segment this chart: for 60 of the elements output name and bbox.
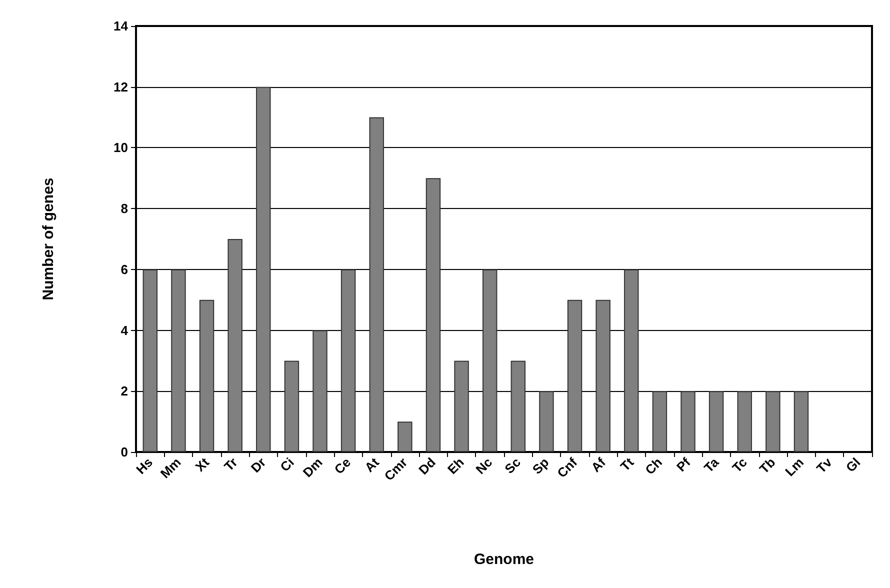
bar	[596, 300, 610, 452]
bar	[624, 269, 639, 452]
x-tick-label: Tb	[756, 454, 778, 477]
x-tick-label: Xt	[192, 454, 213, 474]
bar	[312, 330, 328, 452]
x-tick-label: Af	[588, 454, 609, 475]
x-tick-label: Tr	[221, 454, 240, 474]
bar	[794, 391, 809, 452]
x-tick-label: Nc	[472, 454, 496, 478]
x-tick-label: Gl	[842, 454, 864, 476]
x-tick-label: Ci	[277, 454, 297, 474]
x-tick-label: Lm	[782, 454, 807, 480]
bar	[340, 269, 356, 452]
bar	[369, 117, 384, 452]
bar	[737, 391, 752, 452]
x-tick-label: Cnf	[554, 454, 581, 481]
y-tick-label: 14	[114, 18, 129, 34]
y-tick-label: 0	[120, 444, 128, 460]
bar	[256, 86, 271, 452]
y-tick-label: 8	[120, 201, 128, 216]
bar	[398, 422, 412, 452]
x-tick-label: At	[362, 454, 382, 475]
x-tick-label: Tv	[814, 454, 836, 476]
y-tick-label: 12	[114, 79, 128, 94]
bar	[482, 269, 498, 452]
bar	[454, 360, 469, 452]
x-tick-label: Dm	[300, 454, 326, 480]
x-tick-label: Sp	[529, 454, 552, 478]
x-tick-label: Hs	[133, 454, 156, 478]
x-tick-label: Ch	[642, 454, 666, 478]
x-axis-title: Genome	[474, 551, 534, 568]
x-tick-label: Tc	[729, 454, 750, 476]
bar	[567, 300, 582, 452]
bar	[199, 300, 214, 452]
x-tick-label: Sc	[502, 454, 524, 477]
x-tick-label: Pf	[674, 454, 694, 474]
bar	[708, 391, 724, 452]
bar	[284, 360, 300, 452]
y-tick-label: 10	[114, 140, 128, 156]
x-tick-label: Cmr	[381, 454, 410, 484]
bar	[171, 269, 186, 452]
bar	[652, 391, 668, 452]
x-tick-label: Ta	[700, 454, 722, 476]
x-tick-label: Ce	[331, 454, 354, 478]
x-tick-label: Eh	[444, 454, 467, 478]
bar	[680, 391, 696, 452]
x-tick-label: Dr	[248, 454, 269, 476]
y-tick-label: 4	[120, 322, 129, 338]
y-tick-label: 2	[120, 384, 128, 399]
bar	[228, 239, 242, 452]
y-tick-label: 6	[120, 262, 128, 277]
bar	[142, 269, 158, 452]
bar	[510, 360, 526, 452]
bar	[766, 391, 780, 452]
x-tick-label: Mm	[157, 454, 184, 482]
x-tick-label: Tt	[617, 454, 638, 474]
y-axis-title: Number of genes	[40, 178, 57, 300]
x-tick-label: Dd	[416, 454, 439, 478]
bar	[426, 178, 441, 452]
bar	[539, 391, 554, 452]
